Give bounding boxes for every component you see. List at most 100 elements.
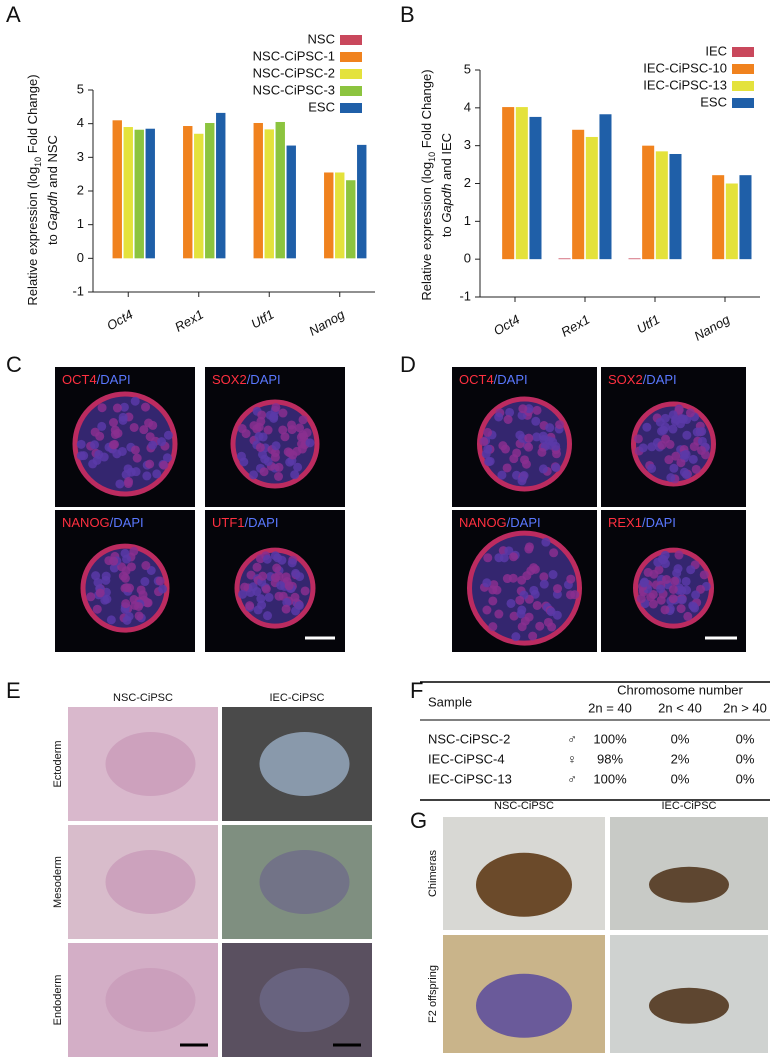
nucleus [494, 412, 504, 422]
nucleus [546, 607, 556, 617]
nucleus [239, 457, 249, 467]
nucleus [539, 572, 549, 582]
nucleus [287, 558, 297, 568]
legend-swatch [340, 103, 362, 113]
column-header: IEC-CiPSC [661, 800, 716, 812]
stain-label: SOX2/DAPI [212, 372, 281, 387]
nucleus [570, 590, 580, 600]
nucleus [482, 605, 492, 615]
nucleus [130, 600, 140, 610]
nucleus [688, 454, 698, 464]
mouse [649, 987, 729, 1024]
nucleus [524, 542, 534, 552]
x-tick-label: Utf1 [248, 307, 276, 332]
nucleus [697, 436, 707, 446]
bar [669, 153, 682, 260]
nucleus [668, 594, 678, 604]
nucleus [639, 578, 649, 588]
y-tick-label: -1 [72, 283, 84, 298]
bar [134, 129, 144, 259]
nucleus [122, 583, 132, 593]
legend-label: NSC-CiPSC-1 [253, 48, 335, 63]
nucleus [155, 576, 165, 586]
nucleus [481, 449, 491, 459]
panel-letter: G [410, 808, 427, 833]
nucleus [142, 471, 152, 481]
nucleus [531, 416, 541, 426]
nucleus [699, 570, 709, 580]
nucleus [671, 451, 681, 461]
nucleus [633, 434, 643, 444]
table-cell: 0% [736, 771, 755, 786]
nucleus [272, 563, 282, 573]
nucleus [252, 562, 262, 572]
nucleus [657, 440, 667, 450]
y-tick-label: 5 [77, 81, 84, 96]
nucleus [263, 425, 273, 435]
nucleus [668, 410, 678, 420]
nucleus [269, 411, 279, 421]
nucleus [497, 470, 507, 480]
table-header: 2n < 40 [658, 700, 702, 715]
nucleus [130, 396, 140, 406]
nucleus [502, 463, 512, 473]
legend-swatch [340, 69, 362, 79]
nucleus [264, 592, 274, 602]
counterstain-name: /DAPI [110, 515, 144, 530]
nucleus [530, 589, 540, 599]
nucleus [100, 595, 110, 605]
y-axis-label-part: 10 [427, 152, 437, 162]
nucleus [697, 426, 707, 436]
nucleus [524, 442, 534, 452]
nucleus [274, 471, 284, 481]
nucleus [280, 432, 290, 442]
nucleus [109, 563, 119, 573]
nucleus [532, 432, 542, 442]
nucleus [520, 455, 530, 465]
bar [183, 126, 193, 259]
nucleus [669, 463, 679, 473]
nucleus [134, 611, 144, 621]
nucleus [120, 573, 130, 583]
nucleus [549, 548, 559, 558]
y-axis-label-part: Relative expression (log [419, 162, 434, 301]
nucleus [136, 585, 146, 595]
tissue-structure [259, 850, 350, 914]
nucleus [112, 403, 122, 413]
nucleus [683, 611, 693, 621]
nucleus [479, 437, 489, 447]
nucleus [517, 410, 527, 420]
nucleus [284, 581, 294, 591]
nucleus [535, 621, 545, 631]
nucleus [285, 457, 295, 467]
table-header: Sample [428, 694, 472, 709]
nucleus [130, 445, 140, 455]
counterstain-name: /DAPI [247, 372, 281, 387]
nucleus [543, 617, 553, 627]
nucleus [106, 615, 116, 625]
tissue-structure [105, 732, 196, 796]
nucleus [676, 419, 686, 429]
nucleus [537, 447, 547, 457]
nucleus [240, 582, 250, 592]
nucleus [91, 571, 101, 581]
counterstain-name: /DAPI [643, 372, 677, 387]
nucleus [109, 556, 119, 566]
nucleus [237, 424, 247, 434]
nucleus [157, 437, 167, 447]
bar [725, 183, 738, 260]
nucleus [148, 440, 158, 450]
nucleus [552, 449, 562, 459]
nucleus [259, 467, 269, 477]
nucleus [129, 422, 139, 432]
bar [515, 107, 528, 260]
row-label: Chimeras [427, 849, 439, 897]
column-header: NSC-CiPSC [494, 800, 554, 812]
y-axis-label-part: and NSC [45, 135, 60, 191]
nucleus [76, 439, 86, 449]
nucleus [515, 595, 525, 605]
nucleus [108, 440, 118, 450]
nucleus [488, 585, 498, 595]
stain-label: NANOG/DAPI [62, 515, 144, 530]
